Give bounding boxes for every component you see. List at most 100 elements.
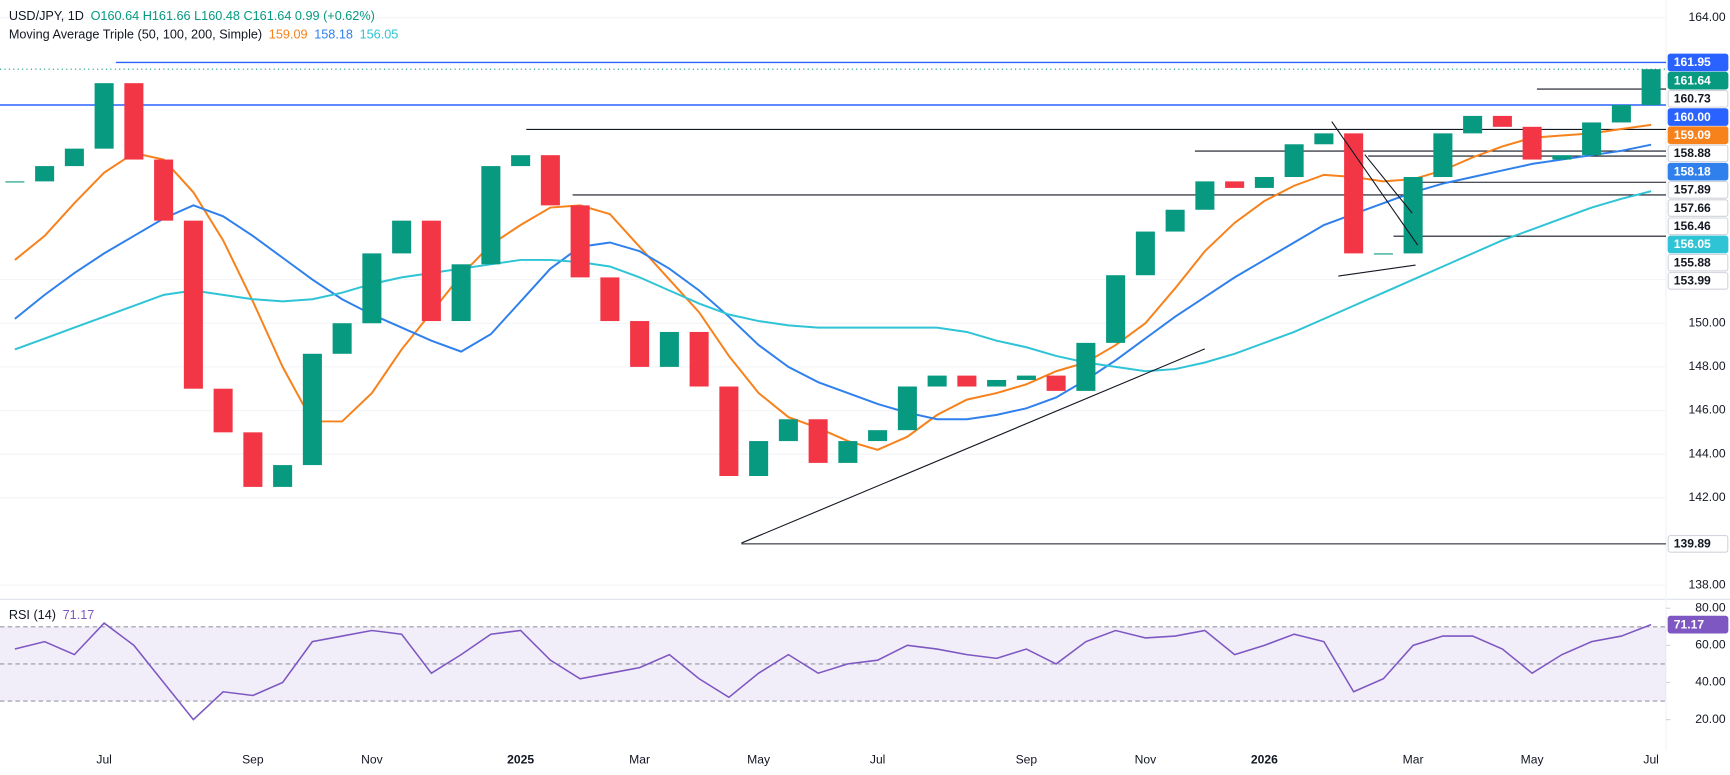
price-tag-label: 161.95 xyxy=(1674,55,1711,69)
candle xyxy=(1403,177,1423,254)
price-tag-label: 157.66 xyxy=(1674,201,1711,215)
price-tag-box xyxy=(1667,217,1729,236)
candle xyxy=(243,432,263,487)
ohlc: O160.64 H161.66 L160.48 C161.64 0.99 (+0… xyxy=(91,9,375,23)
candle xyxy=(987,379,1007,387)
price-tag-label: 158.88 xyxy=(1674,146,1711,160)
trendline xyxy=(741,348,1206,544)
ma-title: Moving Average Triple (50, 100, 200, Sim… xyxy=(9,28,262,42)
candle xyxy=(659,331,679,367)
price-tag-label: 160.00 xyxy=(1674,110,1711,124)
y-tick-label: 164.00 xyxy=(1688,10,1725,24)
candle xyxy=(154,159,174,221)
candle xyxy=(273,465,293,487)
candle xyxy=(749,441,769,476)
candle xyxy=(421,220,441,322)
price-tag-label: 160.73 xyxy=(1674,92,1711,106)
candle xyxy=(392,220,412,254)
candle xyxy=(1076,342,1096,391)
candle xyxy=(1254,177,1274,188)
price-tag: 161.95 xyxy=(1667,53,1729,72)
price-tag: 158.88 xyxy=(1667,144,1729,163)
candle xyxy=(897,386,917,431)
candle xyxy=(1165,209,1185,232)
x-tick-label: Sep xyxy=(242,753,264,767)
candle xyxy=(1046,375,1066,391)
price-tag-box xyxy=(1667,71,1729,90)
candle xyxy=(540,155,560,206)
candle xyxy=(1522,126,1542,160)
ma-value: 158.18 xyxy=(314,28,353,42)
price-tag-box xyxy=(1667,535,1729,553)
price-tag-box xyxy=(1667,199,1729,217)
candle xyxy=(957,375,977,387)
candle xyxy=(94,83,114,149)
candle xyxy=(451,264,471,322)
candle xyxy=(362,253,382,324)
x-tick-label: Mar xyxy=(629,753,650,767)
price-tag-box xyxy=(1667,144,1729,163)
candle xyxy=(1314,133,1334,145)
price-tag: 157.66 xyxy=(1667,199,1729,217)
candle xyxy=(1641,69,1661,105)
price-tag-box xyxy=(1667,181,1729,199)
x-tick-label: May xyxy=(1521,753,1545,767)
x-tick-label: Nov xyxy=(1135,753,1157,767)
price-tag-label: 161.64 xyxy=(1674,73,1711,87)
y-tick-label: 80.00 xyxy=(1695,600,1726,614)
candle xyxy=(838,441,858,463)
price-tag-box xyxy=(1667,53,1729,72)
y-tick-label: 40.00 xyxy=(1695,675,1726,689)
ma-value: 156.05 xyxy=(360,28,399,42)
y-tick-label: 150.00 xyxy=(1688,315,1725,329)
candle xyxy=(1225,181,1245,188)
candle xyxy=(1582,122,1602,156)
y-tick-label: 20.00 xyxy=(1695,712,1726,726)
drawings xyxy=(741,121,1419,544)
x-tick-label: 2025 xyxy=(507,753,534,767)
candle xyxy=(630,321,650,367)
candle xyxy=(1463,115,1483,134)
price-tag: 71.17 xyxy=(1667,615,1729,634)
legend-main: USD/JPY, 1D O160.64 H161.66 L160.48 C161.… xyxy=(9,9,375,23)
line-series xyxy=(14,190,1652,373)
candle xyxy=(600,277,620,322)
candle xyxy=(868,430,888,442)
price-tag: 156.05 xyxy=(1667,235,1729,254)
candle xyxy=(1195,181,1215,210)
candle xyxy=(213,388,233,433)
line-series xyxy=(14,123,1652,451)
price-tag-label: 157.89 xyxy=(1674,183,1711,197)
price-tag: 156.46 xyxy=(1667,217,1729,236)
line-series xyxy=(14,143,1652,421)
price-tag: 160.73 xyxy=(1667,90,1729,108)
price-tag-box xyxy=(1667,162,1729,181)
x-tick-label: Jul xyxy=(870,753,886,767)
price-tag-label: 156.05 xyxy=(1674,237,1711,251)
price-tag-box xyxy=(1667,108,1729,126)
y-tick-label: 144.00 xyxy=(1688,446,1725,460)
symbol-title: USD/JPY, 1D xyxy=(9,9,84,23)
candle xyxy=(1611,104,1631,123)
candle xyxy=(511,155,531,167)
price-tag: 160.00 xyxy=(1667,108,1729,126)
x-tick-label: May xyxy=(747,753,771,767)
price-tag-label: 156.46 xyxy=(1674,219,1711,233)
candle xyxy=(808,419,828,463)
candle xyxy=(1492,115,1512,127)
price-tag-box xyxy=(1667,126,1729,145)
price-tag-label: 153.99 xyxy=(1674,274,1711,288)
legend-rsi: RSI (14) 71.17 xyxy=(9,608,95,622)
x-tick-label: Nov xyxy=(361,753,383,767)
candle xyxy=(778,419,798,442)
y-tick-label: 142.00 xyxy=(1688,490,1725,504)
candle xyxy=(570,205,590,278)
candle xyxy=(689,331,709,387)
price-tag-box xyxy=(1667,235,1729,254)
candle xyxy=(332,323,352,354)
rsi-value: 71.17 xyxy=(63,608,95,622)
candle xyxy=(1552,155,1572,160)
candle xyxy=(1284,144,1304,178)
candle xyxy=(927,375,947,387)
